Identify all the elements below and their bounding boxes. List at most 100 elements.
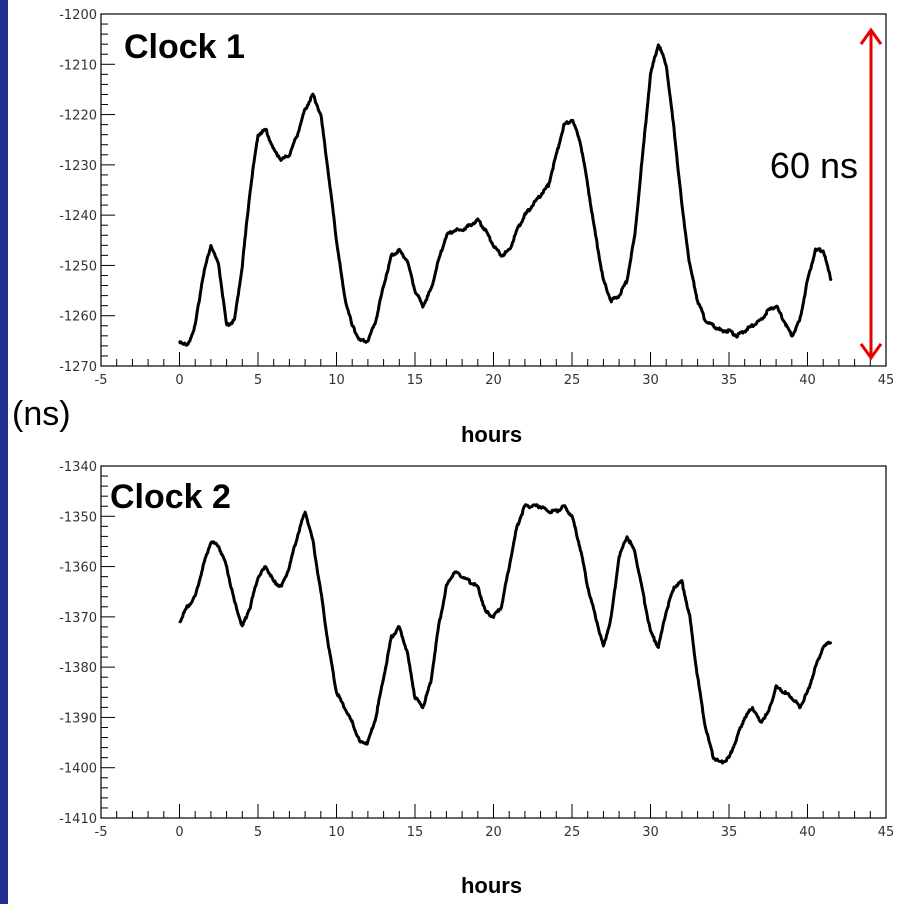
annotation-arrow-head-top [859, 27, 883, 45]
data-point [775, 686, 777, 688]
y-tick-label: -1350 [59, 510, 97, 525]
y-tick-label: -1400 [59, 762, 97, 777]
data-point [273, 149, 275, 151]
data-point [445, 586, 447, 588]
data-point [642, 591, 644, 593]
data-point [210, 540, 212, 543]
data-point [288, 154, 290, 156]
data-point [516, 525, 518, 527]
data-point [226, 565, 228, 568]
y-tick-label: -1250 [59, 259, 97, 274]
data-point [579, 545, 581, 548]
data-point [375, 716, 377, 719]
data-point [312, 540, 314, 543]
y-tick-label: -1220 [59, 109, 97, 124]
data-point [343, 295, 345, 297]
data-point [814, 249, 816, 251]
data-point [736, 335, 738, 337]
data-point [280, 586, 283, 588]
data-point [563, 505, 565, 507]
data-point [406, 651, 408, 653]
data-point [602, 646, 605, 648]
data-point [390, 254, 393, 256]
data-point [492, 616, 495, 618]
data-point [532, 204, 534, 206]
data-point [634, 550, 636, 553]
data-point [697, 676, 699, 678]
y-axis-unit-label: (ns) [12, 395, 71, 433]
x-tick-label: -5 [95, 373, 108, 388]
data-point [759, 320, 762, 322]
data-point [563, 124, 565, 126]
data-point [751, 706, 754, 708]
data-point [634, 234, 636, 236]
data-point [555, 154, 557, 156]
data-point [178, 621, 181, 623]
data-point [649, 631, 652, 633]
data-point [508, 249, 510, 251]
y-tick-label: -1340 [59, 460, 97, 475]
data-point [681, 204, 683, 206]
data-point [547, 184, 550, 186]
data-point [744, 330, 746, 332]
data-point [697, 300, 699, 302]
data-point [367, 741, 369, 744]
annotation-arrow-head-bottom [859, 342, 883, 361]
data-point [383, 676, 385, 678]
y-tick-label: -1230 [59, 159, 97, 174]
data-point [642, 154, 644, 156]
x-tick-label: 10 [328, 373, 345, 388]
data-point [367, 340, 369, 342]
data-point [477, 219, 479, 221]
data-point [704, 320, 707, 322]
data-point [469, 224, 471, 226]
data-point [791, 696, 793, 698]
plot-frame [100, 465, 887, 819]
data-point [422, 305, 424, 307]
data-point [351, 721, 353, 724]
data-point [767, 310, 769, 312]
data-point [532, 505, 534, 507]
y-tick-label: -1270 [59, 360, 97, 375]
x-tick-label: 35 [721, 825, 738, 840]
data-point [241, 264, 243, 267]
x-tick-label: 25 [564, 373, 581, 388]
data-point [665, 63, 667, 65]
data-point [822, 646, 824, 648]
data-point [273, 581, 275, 583]
data-point [492, 244, 495, 246]
data-point [720, 330, 722, 332]
x-tick-label: 15 [407, 825, 424, 840]
data-point [437, 626, 440, 628]
data-point [555, 510, 557, 512]
data-point [791, 335, 793, 337]
chart-title: Clock 2 [110, 478, 231, 516]
data-point [618, 555, 620, 558]
data-point [799, 706, 801, 708]
chart-clock-1: -5 0 5 10 15 20 25 30 35 40 45 -1200 -1210 -1220 -1230… [59, 8, 894, 447]
chart-title: Clock 1 [124, 28, 245, 66]
data-point [178, 340, 181, 342]
data-point [296, 134, 298, 136]
data-point [461, 229, 463, 231]
x-tick-label: 5 [254, 825, 262, 840]
data-point [728, 757, 730, 759]
data-point [445, 234, 447, 236]
data-point [673, 586, 675, 588]
x-tick-label: 20 [485, 373, 502, 388]
data-point [775, 305, 777, 307]
data-point [704, 726, 707, 729]
data-point [351, 325, 353, 327]
data-point [257, 576, 259, 578]
data-point [665, 611, 667, 613]
data-point [759, 721, 762, 724]
data-point [414, 289, 416, 292]
x-tick-label: 40 [799, 825, 816, 840]
data-point [335, 239, 338, 241]
data-point [571, 515, 573, 517]
y-tick-label: -1410 [59, 812, 97, 827]
data-point [453, 229, 455, 231]
data-point [430, 681, 432, 683]
y-tick-label: -1380 [59, 661, 97, 676]
data-point [712, 325, 714, 327]
